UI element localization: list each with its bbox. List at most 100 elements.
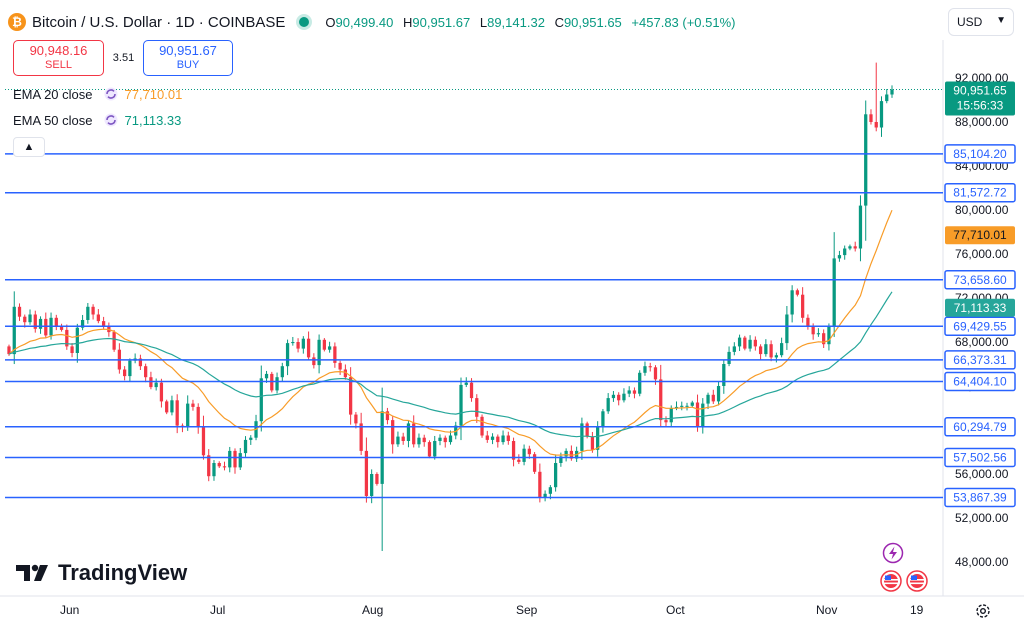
candle-body — [359, 423, 363, 451]
candle-body — [711, 394, 715, 402]
candle-body — [380, 411, 384, 484]
y-tick-label: 92,000.00 — [955, 71, 1009, 85]
level-price-tag — [944, 447, 1016, 468]
us-flag-icon[interactable] — [880, 570, 902, 592]
candle-body — [532, 454, 537, 472]
sell-price: 90,948.16 — [29, 43, 88, 58]
candle-body — [438, 437, 442, 441]
candle-body — [506, 435, 510, 441]
candle-body — [475, 398, 479, 417]
symbol-title: Bitcoin / U.S. Dollar · 1D · COINBASE — [32, 13, 286, 31]
candle-body — [874, 122, 878, 128]
x-axis-label: Jun — [60, 603, 80, 617]
candle-body — [80, 320, 85, 328]
candle-body — [795, 290, 800, 295]
sell-button[interactable]: 90,948.16 SELL — [13, 40, 104, 76]
candle-body — [375, 474, 379, 484]
last-price-tag — [945, 81, 1015, 116]
candle-body — [469, 382, 474, 399]
candle-body — [811, 325, 815, 335]
indicator-name: EMA 50 close — [13, 112, 93, 128]
collapse-legend-button[interactable]: ▲ — [13, 137, 45, 157]
level-price-label: 60,294.79 — [953, 420, 1007, 434]
x-axis-label: Sep — [516, 603, 538, 617]
candle-body — [843, 248, 847, 256]
candle-body — [212, 463, 216, 477]
candle-body — [12, 306, 16, 355]
candle-body — [333, 346, 337, 363]
indicator-ema50[interactable]: EMA 50 close 71,113.33 — [13, 110, 181, 130]
candle-body — [716, 386, 721, 402]
candle-body — [401, 436, 405, 441]
candle-body — [701, 403, 705, 427]
candle-body — [291, 342, 295, 344]
candle-body — [511, 441, 516, 460]
candle-body — [769, 344, 773, 358]
symbol-header[interactable]: ₿ Bitcoin / U.S. Dollar · 1D · COINBASE … — [8, 8, 736, 36]
candle-body — [285, 343, 290, 367]
candle-body — [638, 372, 642, 394]
candle-body — [543, 493, 547, 498]
candle-body — [680, 405, 684, 407]
candle-body — [75, 327, 79, 353]
candle-body — [580, 423, 584, 451]
candle-body — [417, 437, 421, 445]
level-price-label: 66,373.31 — [953, 353, 1007, 367]
x-axis-label: Oct — [666, 603, 685, 617]
candle-body — [54, 317, 58, 326]
candle-body — [249, 437, 253, 440]
open-value: 90,499.40 — [335, 14, 394, 30]
candle-body — [312, 357, 316, 366]
bitcoin-icon: ₿ — [8, 13, 26, 31]
candle-body — [648, 366, 652, 368]
candle-body — [112, 332, 116, 350]
buy-label: BUY — [176, 59, 200, 71]
candle-body — [564, 450, 568, 457]
candle-body — [448, 435, 453, 443]
loading-icon — [104, 113, 117, 127]
lightning-icon[interactable] — [882, 542, 904, 564]
buy-button[interactable]: 90,951.67 BUY — [143, 40, 233, 76]
candle-body — [217, 463, 221, 467]
candle-body — [186, 403, 190, 427]
candle-body — [659, 379, 663, 421]
currency-select[interactable]: USD ▼ — [948, 8, 1014, 36]
candle-body — [38, 318, 43, 329]
level-price-tag — [944, 487, 1016, 508]
candle-body — [695, 402, 700, 427]
candle-body — [848, 246, 852, 249]
candle-body — [154, 382, 158, 388]
candle-body — [70, 346, 74, 353]
x-axis-label: Nov — [816, 603, 838, 617]
level-price-tag — [944, 371, 1016, 392]
candle-body — [627, 390, 631, 394]
candle-body — [28, 314, 32, 323]
candle-body — [264, 373, 269, 379]
indicator-ema20[interactable]: EMA 20 close 77,710.01 — [13, 84, 182, 104]
gear-icon[interactable] — [974, 602, 992, 620]
candle-body — [317, 339, 321, 366]
candle-body — [527, 448, 531, 455]
candle-body — [138, 358, 143, 367]
candle-body — [170, 400, 174, 413]
candle-body — [443, 437, 447, 443]
candle-body — [879, 101, 884, 128]
candle-body — [559, 456, 563, 463]
candle-body — [832, 258, 836, 327]
candle-body — [459, 384, 463, 426]
candle-body — [553, 463, 558, 488]
candle-body — [396, 436, 400, 445]
us-flag-icon[interactable] — [906, 570, 928, 592]
candle-body — [228, 450, 232, 468]
candle-body — [349, 377, 353, 415]
market-open-indicator — [299, 17, 310, 27]
spread-value: 3.51 — [112, 52, 135, 64]
last-price-label: 90,951.65 — [953, 84, 1007, 98]
candle-body — [238, 453, 242, 468]
candle-body — [427, 442, 432, 457]
candle-body — [301, 338, 305, 349]
x-axis-label: 19 — [910, 603, 924, 617]
candle-body — [222, 466, 227, 468]
candle-body — [107, 325, 111, 333]
